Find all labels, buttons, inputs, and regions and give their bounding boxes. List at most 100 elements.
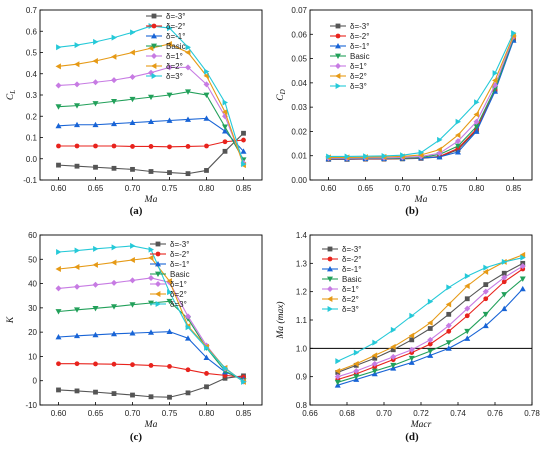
data-point [501, 292, 508, 298]
chart-panel-b: 0.60 0.65 0.70 0.75 0.80 0.85 0.00 0.01 0.02 0.03… [276, 6, 533, 217]
data-point [222, 365, 228, 372]
data-point [240, 148, 247, 154]
data-point [501, 258, 508, 265]
legend-marker [151, 53, 157, 59]
data-point [129, 96, 136, 103]
data-point [474, 99, 480, 106]
x-tick-label: 0.85 [236, 409, 252, 418]
series-d_p3 [56, 242, 247, 385]
legend-label: δ=2° [166, 62, 183, 71]
data-point [519, 285, 526, 292]
data-point [203, 92, 210, 98]
legend-label: δ=3° [170, 300, 187, 309]
data-point [501, 305, 508, 312]
data-point [167, 394, 172, 400]
data-point [74, 388, 80, 394]
data-point [111, 120, 117, 127]
data-point [204, 143, 209, 149]
series-line [58, 132, 244, 175]
legend-label: δ=-3° [166, 12, 185, 21]
data-point [130, 144, 135, 149]
data-point [400, 152, 406, 159]
data-point [408, 355, 415, 362]
y-tick-label: 0.06 [291, 30, 307, 39]
legend-label: δ=-1° [342, 265, 361, 274]
y-tick-label: 0.4 [26, 70, 38, 79]
data-point [167, 170, 172, 175]
data-point [464, 328, 471, 335]
plot-frame [39, 234, 263, 406]
x-tick-label: 0.60 [51, 409, 67, 418]
data-point [390, 343, 396, 350]
x-tick-label: 0.80 [199, 184, 215, 193]
data-point [74, 163, 80, 169]
data-point [93, 143, 98, 149]
x-tick-label: 0.70 [125, 409, 141, 418]
data-point [371, 360, 378, 367]
data-point [129, 302, 136, 308]
legend-marker [335, 53, 341, 59]
data-point [74, 361, 80, 367]
data-point [455, 149, 461, 155]
legend-label: δ=-3° [350, 22, 369, 31]
data-point [130, 242, 136, 249]
data-point [55, 82, 62, 89]
data-point [74, 143, 80, 149]
y-tick-label: 1.2 [296, 288, 308, 297]
legend-marker [327, 266, 333, 272]
data-point [111, 361, 117, 367]
x-tick-label: 0.72 [413, 409, 429, 418]
data-point [427, 348, 434, 355]
panel-caption: (a) [130, 205, 143, 217]
y-tick-label: 40 [28, 280, 37, 289]
data-point [371, 352, 378, 359]
y-axis-label: CD [276, 89, 287, 100]
data-point [92, 261, 98, 268]
legend-marker [327, 256, 333, 262]
data-point [427, 341, 433, 347]
data-point [222, 375, 228, 381]
data-point [74, 42, 80, 49]
series-d_m3 [56, 373, 246, 400]
data-point [445, 301, 452, 308]
y-tick-label: 0.8 [296, 401, 308, 410]
data-point [222, 139, 228, 145]
data-point [473, 128, 480, 134]
x-axis-label: Ma [414, 195, 428, 205]
x-tick-label: 0.85 [506, 184, 522, 193]
series-d_m2 [56, 361, 246, 380]
x-tick-label: 0.60 [321, 184, 337, 193]
data-point [353, 368, 360, 374]
data-point [473, 124, 480, 130]
y-tick-label: 0 [33, 377, 38, 386]
legend-label: δ=-3° [170, 240, 189, 249]
data-point [185, 116, 191, 122]
data-point [445, 322, 452, 329]
data-point [381, 152, 387, 159]
data-point [93, 164, 98, 170]
legend-marker [335, 43, 341, 49]
legend-marker [155, 251, 161, 257]
data-point [418, 149, 424, 156]
data-point [390, 347, 396, 353]
x-axis-label: Ma [144, 420, 158, 430]
series-d_m1 [55, 328, 247, 382]
data-point [203, 354, 210, 361]
data-point [166, 328, 173, 335]
data-point [185, 171, 191, 177]
data-point [130, 362, 135, 368]
data-point [390, 326, 397, 333]
data-point [148, 329, 154, 335]
legend-label: Basic [170, 270, 190, 279]
data-point [520, 254, 526, 261]
data-point [427, 319, 433, 326]
data-point [55, 285, 62, 292]
legend-marker [155, 291, 161, 297]
data-point [185, 367, 191, 373]
series-line [58, 91, 244, 161]
data-point [111, 259, 117, 266]
data-point [408, 332, 415, 339]
data-point [130, 29, 136, 36]
